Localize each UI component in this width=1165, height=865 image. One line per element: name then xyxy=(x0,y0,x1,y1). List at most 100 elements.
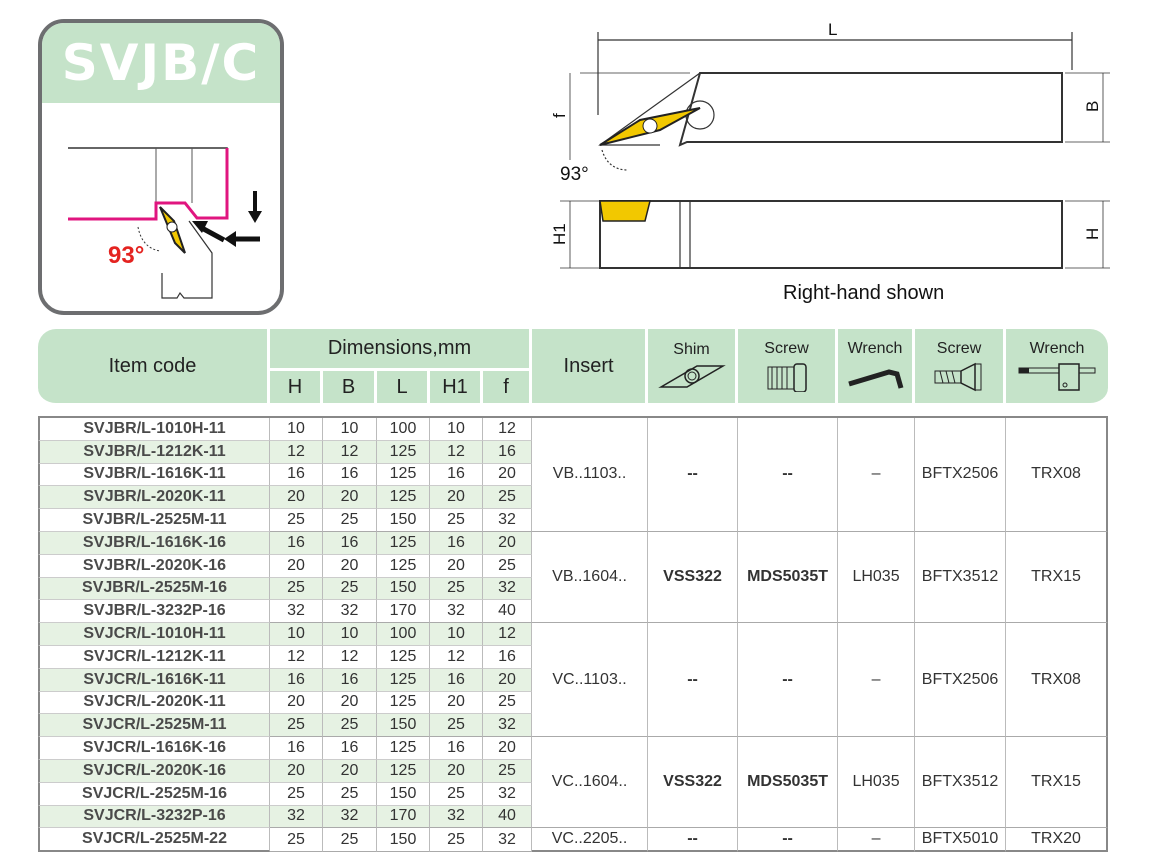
dim-H1: 32 xyxy=(430,600,483,624)
table-row: SVJCR/L-2525M-22 25 25 150 25 32 VC..2205.. -- -… xyxy=(38,828,1109,853)
dim-L: 125 xyxy=(377,531,430,555)
insert-cell: VB..1604.. xyxy=(532,531,649,624)
table-row: SVJCR/L-1616K-16 16 16 125 16 20 VC..1604.. VSS… xyxy=(38,737,1109,829)
dim-B: 10 xyxy=(323,418,377,441)
torx-screw-icon xyxy=(934,362,982,392)
header-screw2: Screw xyxy=(915,329,1007,406)
tool-dimension-drawing: L B f H1 H 93° xyxy=(550,20,1110,269)
dim-B: 16 xyxy=(323,463,377,487)
header-wrench-label: Wrench xyxy=(847,340,903,357)
shim-cell: VSS322 xyxy=(648,531,739,624)
dim-B: 25 xyxy=(323,714,377,738)
dim-B: 20 xyxy=(323,691,377,715)
dim-H: 12 xyxy=(270,440,323,464)
dim-H1: 20 xyxy=(430,554,483,578)
shim-cell: -- xyxy=(648,418,739,532)
table-row: SVJCR/L-1212K-11 12 12 125 12 16 xyxy=(38,645,1108,669)
dim-H: 25 xyxy=(270,509,323,532)
dim-L: 125 xyxy=(377,759,430,783)
dim-H: 20 xyxy=(270,554,323,578)
dim-H1: 25 xyxy=(430,509,483,532)
wrench2-cell: TRX15 xyxy=(1006,531,1109,624)
header-dim-H1: H1 xyxy=(430,371,483,406)
wrench-cell: LH035 xyxy=(838,737,916,829)
header-screw-label: Screw xyxy=(764,340,809,357)
dim-H1: 25 xyxy=(430,577,483,601)
dim-L: 125 xyxy=(377,668,430,692)
spec-table-body: SVJBR/L-1010H-11 10 10 100 10 12 VB..1103.. -- -… xyxy=(38,418,1109,853)
feed-arrow-diagonal xyxy=(198,224,226,243)
wrench-cell: – xyxy=(838,623,916,738)
dim-B: 25 xyxy=(323,828,377,853)
header-dim-B: B xyxy=(323,371,377,406)
header-dimensions: Dimensions,mm xyxy=(270,329,533,371)
dim-H: 16 xyxy=(270,737,323,760)
dim-H1: 20 xyxy=(430,759,483,783)
cutting-direction-diagram: 93° xyxy=(68,147,262,299)
item-code: SVJCR/L-2020K-11 xyxy=(38,691,270,715)
dim-f: 32 xyxy=(483,509,533,532)
dim-f: 32 xyxy=(483,782,533,806)
insert-cell: VB..1103.. xyxy=(532,418,649,532)
dim-H: 25 xyxy=(270,828,323,853)
dim-f: 40 xyxy=(483,805,533,829)
dim-f: 25 xyxy=(483,691,533,715)
item-code: SVJBR/L-2525M-16 xyxy=(38,577,270,601)
header-item-code: Item code xyxy=(38,329,270,406)
header-wrench2: Wrench xyxy=(1006,329,1109,406)
header-wrench: Wrench xyxy=(838,329,916,406)
dim-B: 20 xyxy=(323,554,377,578)
dim-H: 16 xyxy=(270,463,323,487)
dim-f-label: f xyxy=(550,113,569,118)
item-code: SVJBR/L-1616K-11 xyxy=(38,463,270,487)
dim-f: 32 xyxy=(483,828,533,853)
screw-cell: MDS5035T xyxy=(738,531,839,624)
screw-cell: -- xyxy=(738,418,839,532)
header-divider xyxy=(38,406,1109,418)
spec-table: Item code Dimensions,mm Insert Shim Scre… xyxy=(38,329,1109,853)
dim-B: 25 xyxy=(323,782,377,806)
dim-B: 16 xyxy=(323,531,377,555)
table-row: SVJCR/L-1616K-11 16 16 125 16 20 xyxy=(38,668,1108,692)
dim-B: 16 xyxy=(323,668,377,692)
dim-L: 170 xyxy=(377,805,430,829)
dim-H1: 32 xyxy=(430,805,483,829)
dim-H1: 25 xyxy=(430,714,483,738)
dim-L: 150 xyxy=(377,714,430,738)
item-code: SVJCR/L-2525M-11 xyxy=(38,714,270,738)
dim-H: 32 xyxy=(270,600,323,624)
dim-H: 10 xyxy=(270,418,323,441)
dim-H1: 16 xyxy=(430,737,483,760)
dim-B: 32 xyxy=(323,805,377,829)
screw2-cell: BFTX3512 xyxy=(915,737,1007,829)
insert-cell: VC..1604.. xyxy=(532,737,649,829)
item-code: SVJCR/L-2020K-16 xyxy=(38,759,270,783)
wrench2-cell: TRX08 xyxy=(1006,418,1109,532)
dim-L: 150 xyxy=(377,828,430,853)
drawing-caption: Right-hand shown xyxy=(783,282,945,304)
shim-icon xyxy=(657,365,726,388)
dim-L: 125 xyxy=(377,554,430,578)
dim-B: 32 xyxy=(323,600,377,624)
table-row: SVJBR/L-1212K-11 12 12 125 12 16 xyxy=(38,440,1108,464)
dim-B-label: B xyxy=(1083,101,1102,112)
dim-B: 20 xyxy=(323,486,377,510)
dim-B: 16 xyxy=(323,737,377,760)
item-code: SVJCR/L-1616K-11 xyxy=(38,668,270,692)
table-row: SVJCR/L-2020K-16 20 20 125 20 25 xyxy=(38,759,1108,783)
dim-B: 25 xyxy=(323,577,377,601)
item-code: SVJCR/L-1616K-16 xyxy=(38,737,270,760)
drawing-angle-label: 93° xyxy=(560,164,589,185)
dim-B: 25 xyxy=(323,509,377,532)
header-dim-L: L xyxy=(377,371,430,406)
wrench2-cell: TRX20 xyxy=(1006,828,1109,853)
dim-f: 32 xyxy=(483,714,533,738)
dim-L: 100 xyxy=(377,418,430,441)
dim-L: 100 xyxy=(377,623,430,646)
table-row: SVJCR/L-3232P-16 32 32 170 32 40 xyxy=(38,805,1108,829)
dim-L: 150 xyxy=(377,577,430,601)
screw2-cell: BFTX2506 xyxy=(915,418,1007,532)
dim-H: 32 xyxy=(270,805,323,829)
dim-H: 25 xyxy=(270,714,323,738)
wrench2-cell: TRX08 xyxy=(1006,623,1109,738)
